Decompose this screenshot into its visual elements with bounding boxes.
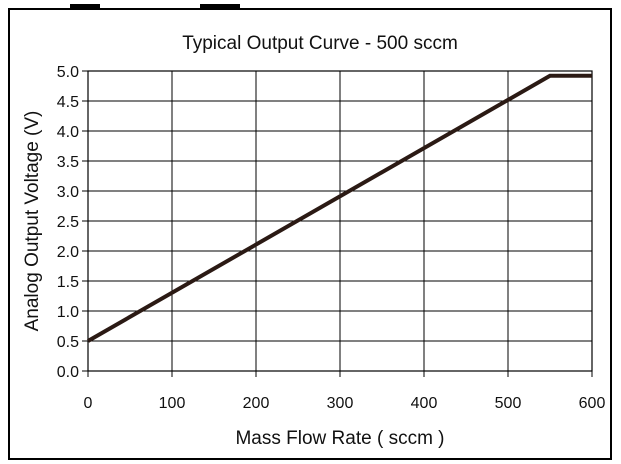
y-tick-label: 4.0: [57, 124, 79, 141]
y-tick-label: 1.5: [57, 274, 79, 291]
y-tick-label: 1.0: [57, 304, 79, 321]
x-tick-label: 300: [327, 395, 354, 412]
y-tick-label: 3.5: [57, 154, 79, 171]
x-tick-label: 500: [495, 395, 522, 412]
y-tick-label: 2.0: [57, 244, 79, 261]
x-tick-label: 400: [411, 395, 438, 412]
chart-title: Typical Output Curve - 500 sccm: [182, 33, 458, 54]
y-tick-label: 2.5: [57, 214, 79, 231]
y-tick-label: 0.0: [57, 364, 79, 381]
cropped-heading-fragment: [70, 4, 270, 14]
chart-frame: [8, 4, 612, 460]
y-tick-label: 0.5: [57, 334, 79, 351]
y-tick-label: 4.5: [57, 94, 79, 111]
x-tick-label: 0: [84, 395, 93, 412]
x-tick-label: 600: [579, 395, 606, 412]
x-tick-label: 200: [243, 395, 270, 412]
x-axis-label: Mass Flow Rate ( sccm ): [235, 428, 444, 449]
y-tick-label: 3.0: [57, 184, 79, 201]
y-axis-label: Analog Output Voltage (V): [22, 111, 43, 332]
plot-border: [87, 70, 593, 372]
series-line: [87, 73, 592, 343]
plot-area: 0 100 200 300 400 500 600 0.0 0.5 1.0 1.5 2.0 2.5 3.0…: [57, 64, 606, 412]
y-tick-label: 5.0: [57, 64, 79, 81]
x-tick-label: 100: [159, 395, 186, 412]
